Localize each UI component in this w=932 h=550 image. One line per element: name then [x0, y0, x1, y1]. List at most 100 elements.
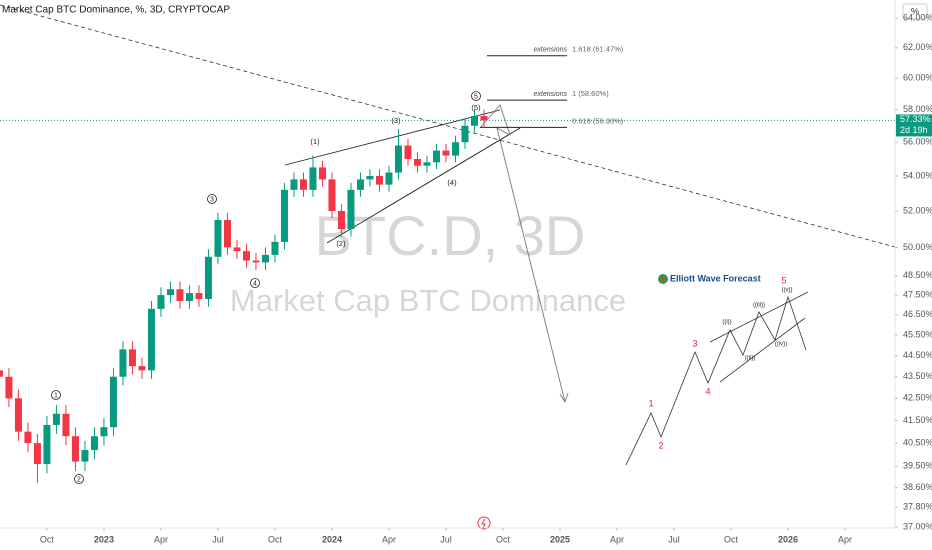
candle-body	[451, 142, 459, 156]
candle-body	[280, 189, 288, 242]
candle-body	[356, 179, 364, 190]
wave-circle	[250, 278, 260, 288]
candle-body	[309, 167, 317, 190]
channel-upper	[709, 291, 809, 343]
candle-body	[318, 167, 326, 180]
channel-lower	[719, 317, 806, 383]
countdown: 2d 19h	[900, 125, 928, 135]
brand-icon-dot	[661, 277, 665, 281]
watermark-name: Market Cap BTC Dominance	[230, 283, 626, 318]
candle-body	[52, 413, 60, 425]
y-tick-label: 41.50%	[903, 415, 932, 425]
x-tick-label: Oct	[268, 534, 283, 544]
inset-subwave: ((ii))	[745, 356, 756, 362]
candle-body	[404, 145, 412, 159]
x-tick-label: Apr	[838, 534, 852, 544]
candle-body	[166, 289, 174, 296]
candle-body	[252, 260, 260, 263]
candle-body	[128, 349, 136, 367]
candle-body	[33, 443, 41, 464]
fib-prefix: extensions	[534, 47, 568, 54]
y-tick-label: 42.50%	[903, 393, 932, 403]
wave-intermediate: (1)	[310, 137, 320, 146]
wedge-upper	[284, 109, 501, 166]
unit-button[interactable]	[902, 3, 928, 20]
schematic	[625, 295, 807, 466]
candle-body	[461, 125, 469, 143]
candle-body	[337, 211, 345, 230]
y-tick-label: 58.00%	[903, 104, 932, 114]
candle-body	[138, 366, 146, 371]
candle-body	[375, 175, 383, 185]
y-tick-label: 47.50%	[903, 289, 932, 299]
y-tick-label: 38.60%	[903, 482, 932, 492]
wave-circle	[471, 91, 481, 101]
candle-body	[290, 179, 298, 190]
y-tick-label: 50.00%	[903, 242, 932, 252]
x-tick-label: 2024	[322, 534, 342, 544]
chart-title: Market Cap BTC Dominance, %, 3D, CRYPTOC…	[2, 5, 230, 16]
event-icon[interactable]	[477, 516, 491, 530]
candle-body	[71, 436, 79, 462]
wave-primary: 5	[474, 93, 478, 100]
candle-body	[109, 376, 117, 428]
inset-subwave: ((iv))	[775, 342, 787, 348]
inset: Elliott Wave Forecast	[625, 273, 809, 466]
candle-body	[299, 179, 307, 190]
candle-body	[347, 189, 355, 230]
y-tick-label: 45.50%	[903, 329, 932, 339]
candle-body	[176, 289, 184, 301]
candle-body	[432, 150, 440, 163]
candle-body	[157, 295, 165, 309]
y-tick-label: 40.50%	[903, 437, 932, 447]
inset-wave: 1	[648, 398, 653, 408]
inset-subwave: ((v))	[782, 288, 793, 294]
wave-intermediate: (5)	[471, 103, 481, 112]
candle-body	[204, 256, 212, 299]
y-tick-label: 62.00%	[903, 42, 932, 52]
fib-prefix: extensions	[534, 91, 568, 98]
inset-wave: 3	[692, 338, 697, 348]
x-tick-label: Jul	[212, 534, 224, 544]
candle-body	[413, 158, 421, 166]
candle-body	[14, 398, 22, 432]
projection-path	[479, 104, 566, 403]
fib-label: 1 (58.60%)	[572, 89, 609, 98]
last-price-label: 57.33%	[900, 114, 931, 124]
wave-primary: 4	[253, 280, 257, 287]
candle-body	[5, 376, 13, 399]
candle-body	[185, 293, 193, 301]
candle-body	[24, 431, 32, 444]
wave-circle	[74, 474, 84, 484]
wave-primary: 2	[77, 476, 81, 483]
candle-body	[233, 247, 241, 252]
y-tick-label: 46.50%	[903, 309, 932, 319]
candle-body	[271, 241, 279, 255]
y-tick-label: 39.50%	[903, 461, 932, 471]
unit-label[interactable]: %	[911, 6, 919, 16]
y-tick-label: 52.00%	[903, 205, 932, 215]
y-tick-label: 37.80%	[903, 502, 932, 512]
candle-body	[328, 179, 336, 212]
x-tick-label: Jul	[668, 534, 680, 544]
candle-body	[442, 150, 450, 156]
candle-body	[394, 145, 402, 173]
candle-body	[480, 116, 488, 121]
y-tick-label: 37.00%	[903, 521, 932, 531]
wedge-lower	[326, 127, 521, 244]
candle-body	[214, 219, 222, 257]
wave-intermediate: (4)	[447, 178, 457, 187]
candle-body	[100, 427, 108, 437]
wave-primary: 1	[54, 392, 58, 399]
last-price-badge	[896, 114, 932, 137]
inset-wave: 5	[781, 275, 786, 285]
y-tick-label: 48.50%	[903, 270, 932, 280]
fib-label: 1.618 (61.47%)	[572, 45, 624, 54]
y-tick-label: 64.00%	[903, 13, 932, 23]
x-tick-label: Apr	[154, 534, 168, 544]
trendline	[0, 4, 896, 248]
x-tick-label: Oct	[40, 534, 55, 544]
inset-subwave: ((i))	[722, 320, 731, 326]
